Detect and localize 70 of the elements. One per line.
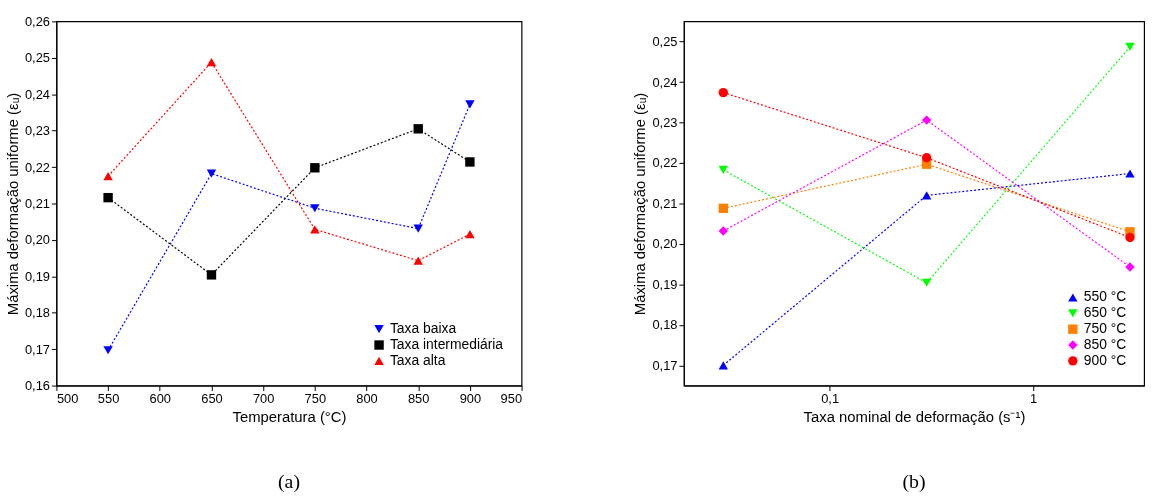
legend-label: 750 °C [1083, 320, 1127, 337]
legend-label: 900 °C [1083, 351, 1127, 368]
y-tick-label: 0,19 [24, 268, 50, 284]
point [206, 58, 217, 67]
x-tick-label: 650 [201, 390, 223, 406]
x-tick-label: 1 [1029, 390, 1038, 406]
x-tick-label: 850 [407, 390, 430, 406]
y-tick-label: 0,20 [652, 236, 678, 252]
point [1125, 262, 1135, 272]
y-tick-label: 0,25 [652, 34, 678, 50]
point [310, 163, 320, 173]
x-axis-title: Taxa nominal de deformação (s⁻¹) [803, 408, 1026, 425]
point [413, 256, 423, 265]
point [206, 169, 217, 178]
y-tick-label: 0,20 [24, 232, 50, 248]
x-tick-label: 600 [149, 390, 172, 406]
legend-label: Taxa alta [389, 351, 446, 368]
x-tick-label: 900 [459, 390, 482, 406]
x-axis-title: Temperatura (°C) [232, 408, 347, 425]
x-tick-label: 950 [500, 390, 523, 406]
point [465, 157, 475, 167]
y-tick-label: 0,22 [652, 155, 678, 171]
x-tick-label: 550 [97, 390, 120, 406]
y-tick-label: 0,24 [652, 74, 678, 90]
point [921, 115, 932, 125]
point [921, 153, 932, 163]
point [718, 226, 728, 236]
point [718, 165, 728, 174]
y-tick-label: 0,23 [652, 115, 678, 130]
point [206, 270, 217, 280]
point [103, 172, 113, 181]
point [310, 204, 320, 213]
point [1125, 169, 1135, 178]
y-tick-label: 0,18 [24, 305, 50, 321]
point [718, 87, 728, 98]
y-tick-label: 0,25 [24, 50, 50, 66]
x-tick-label: 750 [304, 390, 327, 406]
y-tick-label: 0,17 [652, 357, 678, 373]
point [1125, 42, 1135, 51]
x-tick-label: 800 [356, 390, 378, 406]
point [413, 124, 423, 134]
x-tick-label: 0,1 [821, 390, 840, 406]
point [921, 278, 932, 287]
y-tick-label: 0,21 [24, 195, 50, 211]
y-tick-label: 0,16 [24, 378, 50, 394]
legend-label: 650 °C [1083, 304, 1127, 321]
y-tick-label: 0,24 [24, 86, 50, 102]
y-axis-title: Máxima deformação uniforme (εᵤ) [632, 92, 649, 316]
legend-label: Taxa baixa [389, 320, 457, 337]
y-tick-label: 0,22 [24, 159, 50, 175]
legend-label: 850 °C [1083, 335, 1127, 352]
y-tick-label: 0,17 [24, 341, 50, 357]
point [1125, 232, 1135, 243]
y-tick-label: 0,21 [652, 195, 678, 211]
text: (b) [902, 469, 926, 493]
text: (a) [278, 469, 300, 493]
legend-label: 550 °C [1083, 288, 1127, 305]
point [465, 100, 475, 109]
point [718, 203, 728, 214]
legend-label: Taxa intermediária [389, 335, 504, 352]
y-tick-label: 0,23 [24, 123, 50, 139]
y-axis-title: Máxima deformação uniforme (εᵤ) [5, 92, 22, 316]
x-tick-label: 500 [56, 390, 79, 406]
point [103, 192, 113, 203]
point [103, 346, 113, 355]
point [465, 230, 475, 239]
y-tick-label: 0,19 [652, 276, 678, 292]
x-tick-label: 700 [252, 390, 275, 406]
y-tick-label: 0,26 [24, 13, 50, 29]
y-tick-label: 0,18 [652, 317, 678, 333]
